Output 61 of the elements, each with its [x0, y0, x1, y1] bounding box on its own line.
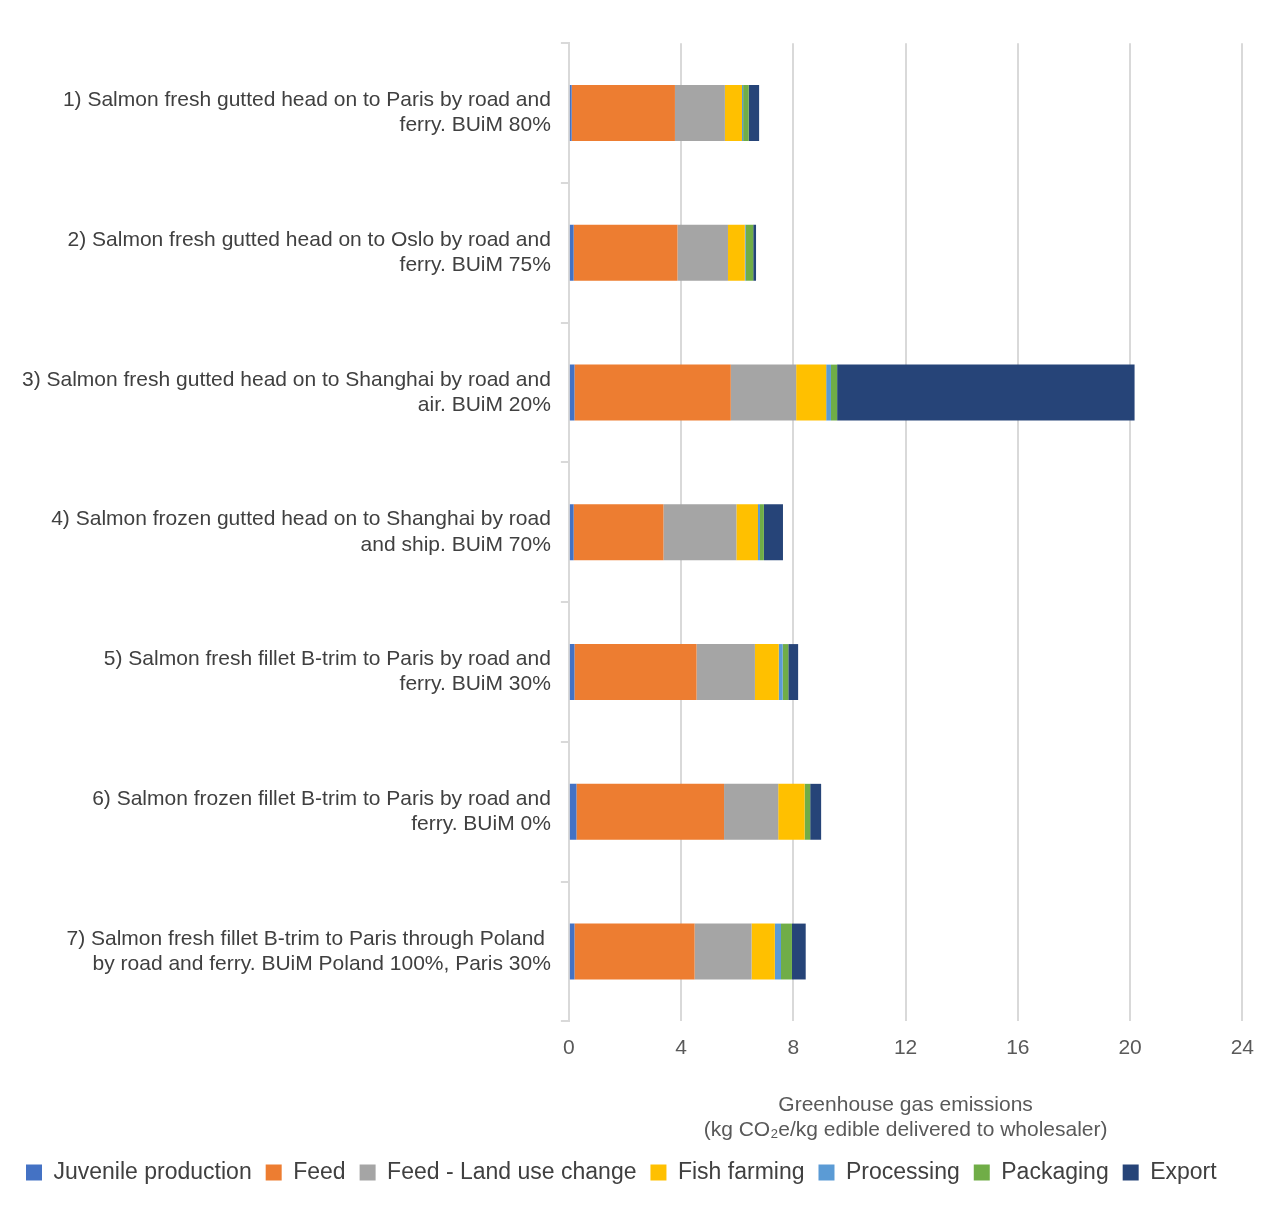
bar: [569, 224, 574, 281]
bar: [743, 85, 749, 142]
legend-label: Fish farming: [677, 1157, 805, 1184]
y-tick-label: 5) Salmon fresh fillet B-trim to Paris by road and ferry. BUiM 30%: [103, 646, 551, 695]
bar: [778, 783, 805, 840]
bar: [796, 364, 827, 421]
bar: [753, 224, 757, 281]
legend-label: Feed - Land use change: [387, 1157, 637, 1184]
bar: [677, 224, 728, 281]
bar: [573, 504, 664, 561]
bar: [574, 644, 697, 700]
x-tick-label: 16: [1006, 1034, 1030, 1058]
bar: [694, 923, 752, 980]
legend-label: Juvenile production: [53, 1157, 252, 1184]
bar: [736, 504, 758, 561]
x-tick-label: 8: [787, 1034, 800, 1058]
legend-label: Feed: [293, 1157, 346, 1184]
bar: [574, 923, 695, 980]
bar: [730, 364, 797, 421]
bar: [751, 923, 775, 980]
bar: [837, 364, 1135, 421]
bar: [778, 644, 783, 700]
y-tick-label: 4) Salmon frozen gutted head on to Shanghai by road and ship. BUiM 70%: [51, 506, 551, 555]
bar: [727, 224, 745, 281]
legend-label: Export: [1150, 1157, 1218, 1184]
bar: [663, 504, 737, 561]
y-tick-label: 3) Salmon fresh gutted head on to Shanghai by road and air. BUiM 20%: [21, 366, 551, 415]
bar: [724, 783, 779, 840]
x-tick-label: 4: [675, 1034, 688, 1058]
y-tick-label: 6) Salmon frozen fillet B-trim to Paris by road and ferry. BUiM 0%: [92, 785, 551, 835]
y-tick-label: 7) Salmon fresh fillet B-trim to Paris through Poland by road and ferry. BUiM Poland 100%, Paris 30%: [66, 925, 551, 974]
bar: [810, 783, 822, 840]
bar: [724, 85, 743, 142]
bar: [830, 364, 838, 421]
bar: [696, 644, 755, 700]
x-tick-label: 0: [563, 1034, 575, 1058]
bar: [781, 923, 792, 980]
x-tick-label: 20: [1118, 1034, 1142, 1058]
bar: [774, 923, 782, 980]
bar: [759, 504, 764, 561]
y-tick-label: 1) Salmon fresh gutted head on to Paris by road and ferry. BUiM 80%: [62, 87, 551, 136]
bar: [571, 85, 675, 142]
bar: [791, 923, 806, 980]
x-tick-label: 12: [893, 1034, 918, 1058]
bar: [573, 224, 678, 281]
legend-label: Processing: [845, 1157, 960, 1184]
y-tick-label: 2) Salmon fresh gutted head on to Oslo by road and ferry. BUiM 75%: [67, 227, 551, 276]
legend-label: Packaging: [1001, 1157, 1109, 1184]
bar: [574, 364, 731, 421]
x-axis-title: Greenhouse gas emissions (kg CO₂e/kg edible delivered to wholesaler): [703, 1092, 1108, 1141]
bar: [826, 364, 831, 421]
bar: [763, 504, 783, 561]
bar: [569, 783, 577, 840]
bar: [745, 224, 754, 281]
bar: [569, 504, 574, 561]
x-tick-label: 24: [1230, 1034, 1255, 1058]
bar: [754, 644, 779, 700]
bar: [576, 783, 725, 840]
bar: [674, 85, 725, 142]
bar: [748, 85, 760, 142]
bar: [788, 644, 799, 700]
